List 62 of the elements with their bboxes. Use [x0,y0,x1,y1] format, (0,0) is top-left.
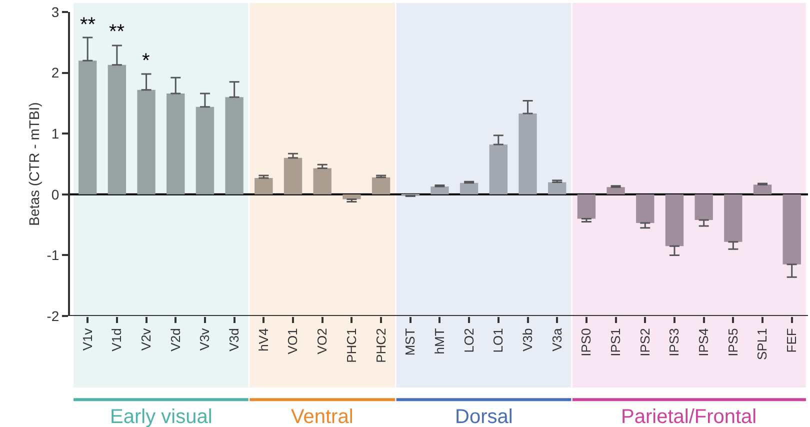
y-axis-title: Betas (CTR - mTBI) [26,102,42,226]
x-tick-label: V1v [80,328,95,351]
x-tick-label: LO1 [490,328,506,353]
bar [753,184,772,194]
y-tick-label: 2 [51,64,60,81]
bar [548,182,566,194]
x-tick-label: IPS3 [666,328,682,356]
bar [636,194,654,223]
y-tick-label: 0 [51,186,60,202]
bar [518,114,537,194]
x-tick-label: hV4 [256,328,271,352]
x-tick-label: V3d [226,328,242,352]
bar [313,168,332,194]
x-tick-label: V2v [138,328,154,351]
annotation: ** [80,14,96,36]
y-tick-label: 1 [51,126,60,142]
bar [108,64,126,194]
x-tick-label: PHC1 [344,328,359,363]
x-tick-label: IPS1 [608,328,624,356]
x-tick-label: V2d [168,328,183,352]
x-tick-label: IPS2 [637,328,652,356]
bar [166,93,185,194]
bar [196,106,214,194]
x-tick-label: MST [402,328,418,356]
x-tick-label: VO2 [314,328,330,354]
bar [460,182,478,194]
x-tick-label: V3b [520,328,535,352]
bar [284,158,302,194]
bar [724,194,742,242]
annotation: * [142,50,150,72]
x-tick-label: IPS0 [578,328,594,356]
y-tick-label: 3 [51,4,60,20]
bar [137,90,156,194]
x-tick-label: V1d [109,328,124,352]
bar [665,194,684,246]
band-label: Dorsal [455,406,513,427]
x-tick-label: LO2 [461,328,476,353]
bar [430,186,449,194]
x-tick-label: VO1 [285,328,300,354]
bar [225,97,244,194]
x-tick-label: IPS4 [696,328,712,356]
bar [606,187,625,194]
x-tick-label: FEF [784,328,800,353]
bar [254,178,273,194]
bar [694,194,713,220]
band-label: Ventral [291,406,354,427]
band-label: Parietal/Frontal [621,406,757,427]
bar [372,177,390,194]
bar [782,194,801,264]
y-tick-label: -1 [46,247,60,264]
x-tick-label: hMT [432,328,447,354]
x-tick-label: SPL1 [754,328,770,360]
bar [577,194,596,219]
x-tick-label: V3a [549,327,564,352]
x-tick-label: IPS5 [725,328,740,356]
x-tick-label: V3v [197,328,212,351]
y-tick-label: -2 [46,308,60,324]
bar [78,60,97,194]
x-tick-label: PHC2 [373,328,388,363]
annotation: ** [109,21,125,43]
bar [489,144,508,194]
band-label: Early visual [110,406,212,427]
